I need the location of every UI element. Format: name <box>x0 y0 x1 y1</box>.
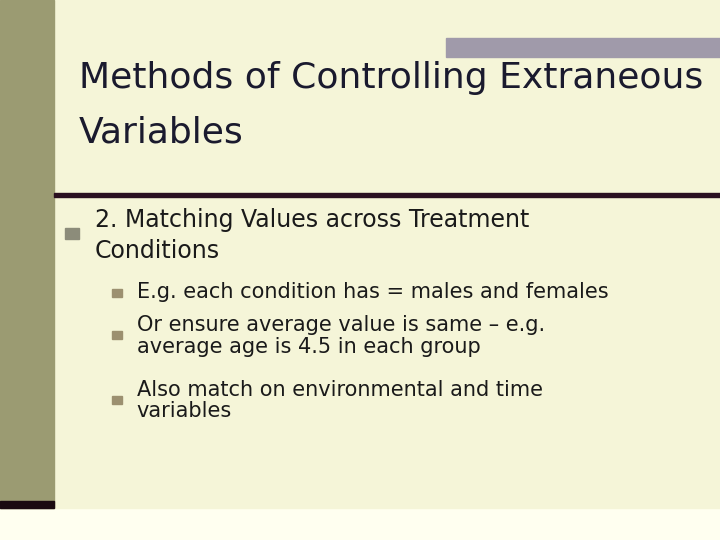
Text: Methods of Controlling Extraneous: Methods of Controlling Extraneous <box>79 62 703 95</box>
Bar <box>446 38 720 57</box>
Text: variables: variables <box>137 401 232 422</box>
Bar <box>0 0 54 508</box>
Bar <box>112 330 122 339</box>
Text: Conditions: Conditions <box>95 239 220 263</box>
Text: Variables: Variables <box>79 116 244 149</box>
Bar <box>112 289 122 297</box>
Text: E.g. each condition has = males and females: E.g. each condition has = males and fema… <box>137 282 608 302</box>
Bar <box>0 501 54 508</box>
Text: 2. Matching Values across Treatment: 2. Matching Values across Treatment <box>95 208 529 232</box>
Text: Or ensure average value is same – e.g.: Or ensure average value is same – e.g. <box>137 315 545 335</box>
Text: Also match on environmental and time: Also match on environmental and time <box>137 380 543 400</box>
Bar <box>54 193 720 197</box>
Bar <box>65 228 79 239</box>
Text: average age is 4.5 in each group: average age is 4.5 in each group <box>137 336 480 357</box>
Bar <box>112 395 122 404</box>
